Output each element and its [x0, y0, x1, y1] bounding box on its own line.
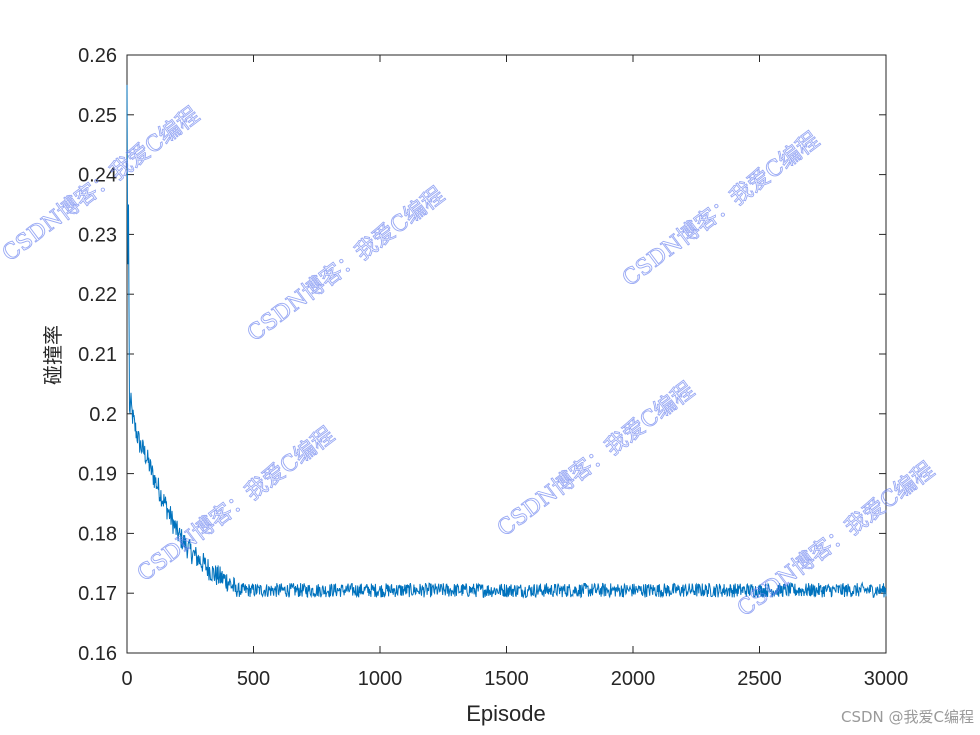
y-tick-label: 0.17: [78, 583, 117, 605]
y-tick-label: 0.23: [78, 224, 117, 246]
x-tick-label: 1500: [484, 668, 529, 690]
y-tick-label: 0.24: [78, 165, 117, 187]
x-tick-label: 1000: [358, 668, 403, 690]
x-tick-label: 2000: [611, 668, 656, 690]
watermark-text: CSDN博客：我爱C编程: [493, 378, 699, 542]
y-tick-label: 0.16: [78, 643, 117, 665]
x-tick-label: 500: [237, 668, 270, 690]
plot-frame: [126, 54, 887, 654]
series-group: [126, 84, 887, 599]
x-tick-label: 3000: [864, 668, 909, 690]
y-tick-label: 0.25: [78, 105, 117, 127]
y-tick-label: 0.2: [89, 404, 117, 426]
x-tick-label: 0: [121, 668, 132, 690]
y-tick-label: 0.22: [78, 284, 117, 306]
y-tick-label: 0.21: [78, 344, 117, 366]
watermark-text: CSDN博客：我爱C编程: [243, 183, 449, 347]
series-line: [126, 84, 887, 599]
x-axis-label: Episode: [466, 701, 546, 726]
watermark-text: CSDN博客：我爱C编程: [618, 128, 824, 292]
x-tick-label: 2500: [737, 668, 782, 690]
y-tick-label: 0.18: [78, 523, 117, 545]
corner-watermark: CSDN @我爱C编程: [840, 708, 974, 726]
watermark-layer: CSDN博客：我爱C编程 CSDN博客：我爱C编程CSDN博客：我爱C编程CSDN…: [0, 102, 940, 622]
axes-box: [126, 54, 887, 654]
tick-marks: [126, 54, 887, 654]
y-tick-label: 0.19: [78, 464, 117, 486]
y-tick-label: 0.26: [78, 45, 117, 67]
y-axis-label: 碰撞率: [41, 325, 65, 385]
tick-labels: 0 500 1000 1500 2000 2500 3000 0.16 0.17 0.18 0.19…: [78, 45, 908, 690]
watermark-text: CSDN博客：我爱C编程: [733, 458, 939, 622]
